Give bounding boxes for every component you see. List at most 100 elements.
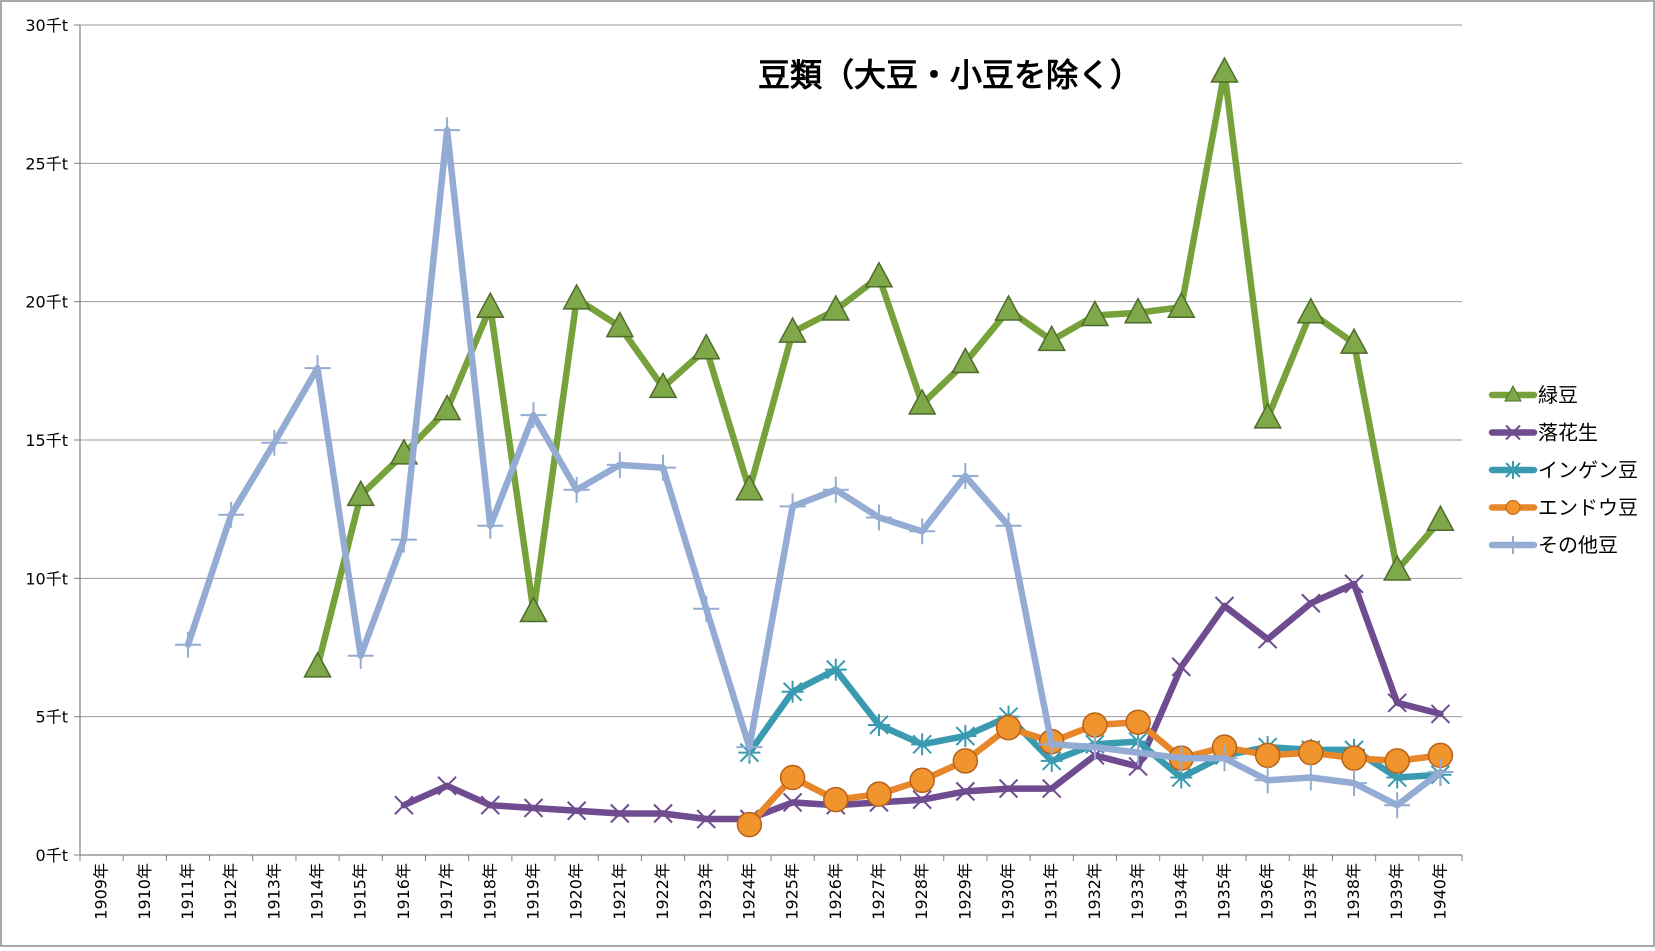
point-other — [1125, 739, 1152, 766]
legend-item-pea: エンドウ豆 — [1488, 496, 1638, 520]
point-mungbean — [346, 479, 375, 507]
point-mungbean — [1210, 56, 1239, 83]
point-other — [218, 501, 245, 528]
marker-stroke — [566, 801, 587, 821]
legend-item-kidneybean: インゲン豆 — [1488, 458, 1638, 482]
point-peanut — [1344, 574, 1364, 594]
point-other — [1038, 731, 1065, 758]
x-tick-label: 1928年 — [912, 863, 931, 920]
point-mungbean — [735, 474, 764, 501]
point-other — [822, 476, 849, 503]
x-tick-label: 1917年 — [437, 863, 456, 920]
marker-stroke — [696, 809, 716, 829]
point-peanut — [998, 778, 1019, 799]
x-tick-label: 1912年 — [221, 863, 240, 920]
x-tick-label: 1918年 — [480, 863, 499, 920]
point-peanut — [523, 798, 544, 818]
marker-stroke — [998, 778, 1019, 799]
point-other — [1168, 745, 1195, 772]
marker-stroke — [1505, 424, 1521, 441]
series-peanut — [394, 574, 1451, 829]
x-tick-label: 1923年 — [696, 863, 715, 920]
marker-stroke — [1214, 596, 1235, 616]
marker-stroke — [610, 803, 630, 824]
x-tick-label: 1919年 — [523, 863, 542, 920]
point-peanut — [1301, 593, 1321, 613]
point-other — [261, 429, 288, 456]
x-tick-label: 1921年 — [610, 863, 629, 920]
x-tick-label: 1927年 — [869, 863, 888, 920]
point-mungbean — [648, 371, 678, 399]
point-other — [1081, 734, 1108, 761]
point-kidneybean — [781, 680, 804, 703]
point-peanut — [912, 789, 932, 810]
point-other — [477, 512, 504, 539]
legend-item-other: その他豆 — [1488, 533, 1618, 557]
point-pea — [1125, 709, 1151, 735]
point-other — [347, 642, 374, 669]
legend-marker — [1505, 500, 1521, 515]
x-tick-label: 1913年 — [264, 863, 283, 920]
x-tick-label: 1934年 — [1171, 863, 1190, 920]
point-other — [434, 117, 461, 144]
point-other — [606, 451, 633, 478]
marker-stroke — [480, 795, 500, 815]
marker-stroke — [955, 781, 976, 802]
marker-stroke — [1387, 693, 1407, 713]
point-other — [1341, 770, 1368, 797]
x-tick-label: 1936年 — [1258, 863, 1277, 920]
marker-stroke — [437, 776, 457, 796]
point-pea — [823, 786, 849, 813]
legend-label: エンドウ豆 — [1538, 496, 1638, 520]
marker-stroke — [782, 792, 803, 813]
point-kidneybean — [867, 713, 890, 736]
point-pea — [1082, 712, 1108, 738]
point-peanut — [696, 809, 716, 829]
point-other — [650, 454, 677, 481]
point-pea — [1298, 739, 1324, 766]
x-tick-label: 1931年 — [1042, 863, 1061, 920]
point-mungbean — [562, 283, 591, 310]
chart-title: 豆類（大豆・小豆を除く） — [758, 56, 1142, 94]
point-mungbean — [864, 261, 894, 288]
point-other — [1211, 745, 1238, 772]
series-other — [174, 117, 1454, 819]
series-layer — [174, 56, 1455, 838]
y-tick-label: 25千t — [25, 154, 68, 173]
point-peanut — [1042, 778, 1062, 799]
x-tick-label: 1930年 — [999, 863, 1018, 920]
marker-stroke — [1301, 593, 1321, 613]
grid-layer — [80, 24, 1462, 718]
legend-label: その他豆 — [1538, 533, 1618, 557]
point-other — [174, 631, 201, 658]
point-peanut — [394, 795, 414, 815]
marker-stroke — [1042, 778, 1062, 799]
marker-stroke — [1430, 704, 1451, 724]
point-mungbean — [778, 316, 807, 343]
y-tick-label: 30千t — [25, 16, 68, 35]
marker-stroke — [1128, 756, 1148, 777]
x-tick-label: 1924年 — [739, 863, 758, 920]
point-mungbean — [1253, 402, 1282, 429]
series-pea — [736, 709, 1454, 838]
marker-stroke — [394, 795, 414, 815]
x-tick-label: 1925年 — [783, 863, 802, 920]
series-line-other — [184, 126, 1444, 809]
point-mungbean — [432, 393, 462, 421]
legend-marker — [1504, 461, 1522, 479]
point-peanut — [1257, 629, 1278, 649]
marker-stroke — [653, 803, 673, 824]
point-mungbean — [1080, 299, 1110, 327]
point-other — [693, 595, 720, 622]
x-tick-label: 1922年 — [653, 863, 672, 920]
x-tick-label: 1933年 — [1128, 863, 1147, 920]
point-mungbean — [1296, 297, 1326, 324]
x-tick-label: 1911年 — [178, 863, 197, 920]
point-kidneybean — [954, 725, 977, 748]
point-pea — [995, 714, 1022, 741]
point-mungbean — [1382, 554, 1412, 581]
x-tick-label: 1920年 — [567, 863, 586, 920]
point-peanut — [1128, 756, 1148, 777]
